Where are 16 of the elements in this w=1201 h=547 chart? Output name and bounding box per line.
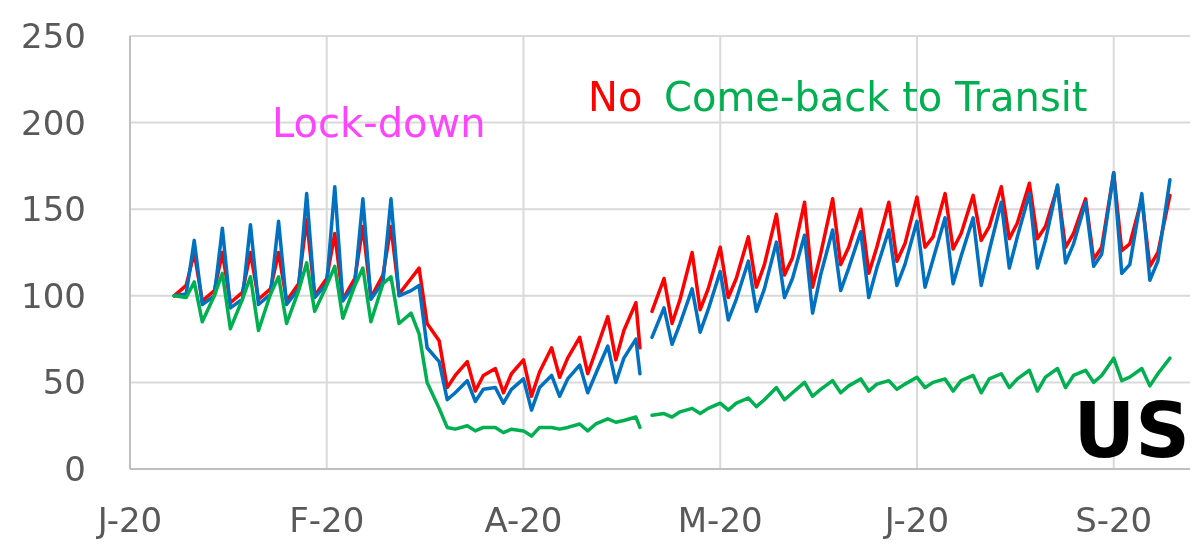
x-tick-label: F-20 — [289, 500, 365, 540]
x-tick-label: J-20 — [95, 500, 163, 540]
y-tick-label: 100 — [21, 275, 86, 316]
annotation: No — [588, 74, 643, 120]
x-tick-label: J-20 — [882, 500, 950, 540]
y-tick-label: 0 — [64, 448, 86, 489]
y-tick-label: 50 — [42, 362, 86, 403]
x-tick-label: M-20 — [677, 500, 763, 540]
y-tick-label: 200 — [21, 102, 86, 143]
y-tick-label: 250 — [21, 15, 86, 56]
annotation: US — [1073, 386, 1190, 475]
y-tick-label: 150 — [21, 189, 86, 230]
annotation: Lock-down — [272, 100, 486, 146]
x-tick-label: A-20 — [484, 500, 563, 540]
x-tick-label: S-20 — [1075, 500, 1153, 540]
annotation: Come-back to Transit — [664, 74, 1088, 120]
